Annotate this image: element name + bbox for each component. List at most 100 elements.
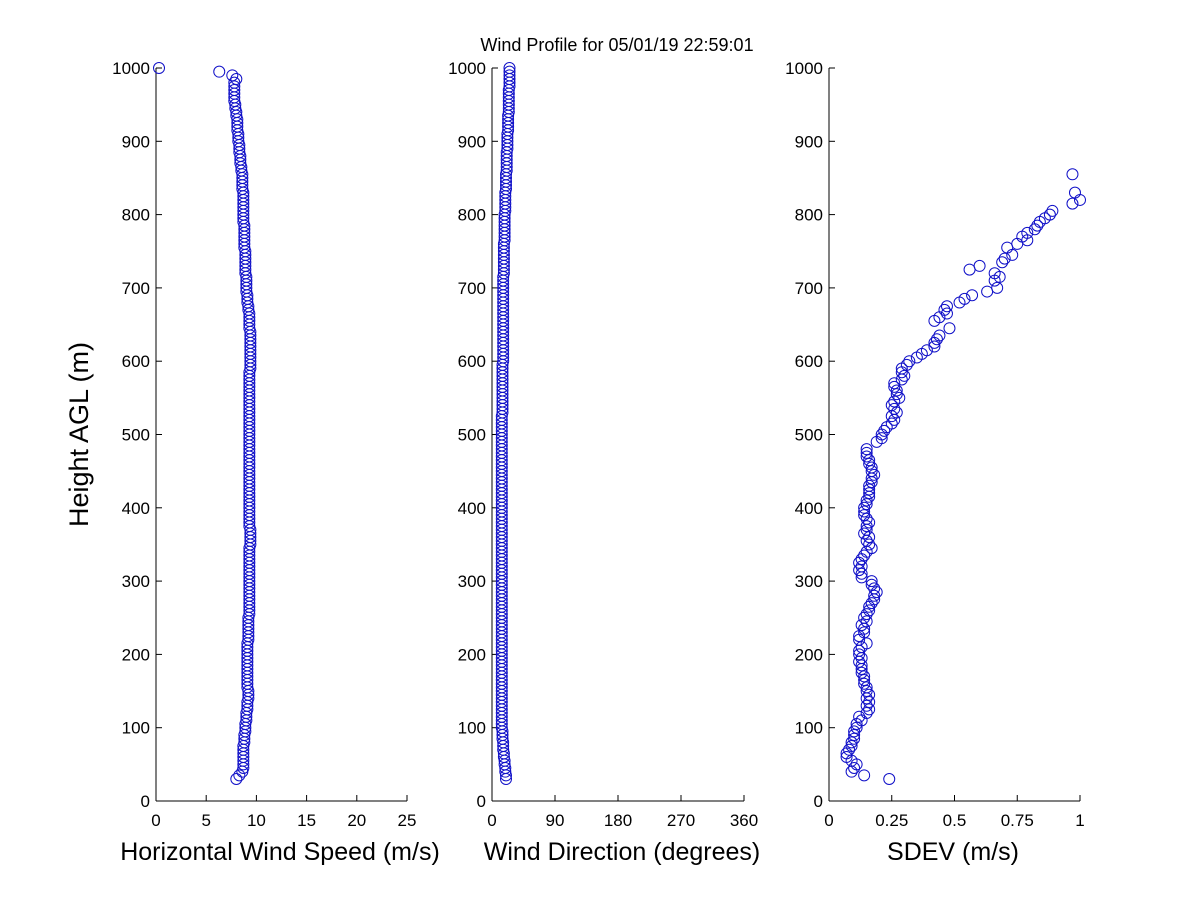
data-point-sdev-140 bbox=[1001, 241, 1014, 254]
data-point-sdev-3 bbox=[848, 762, 861, 775]
data-point-direction-194 bbox=[503, 62, 516, 74]
x-tick-label-sdev-3: 0.75 bbox=[1001, 811, 1034, 830]
y-tick-label-direction-7: 700 bbox=[458, 279, 486, 298]
data-point-sdev-2 bbox=[845, 765, 858, 778]
data-point-sdev-10 bbox=[845, 736, 858, 749]
data-point-sdev-40 bbox=[858, 626, 871, 639]
data-point-sdev-44 bbox=[858, 611, 871, 624]
data-point-sdev-73 bbox=[858, 505, 871, 518]
x-tick-label-speed-2: 10 bbox=[247, 811, 266, 830]
data-point-sdev-19 bbox=[863, 703, 876, 716]
data-point-sdev-74 bbox=[858, 501, 871, 514]
data-point-sdev-92 bbox=[875, 432, 888, 445]
y-tick-label-sdev-0: 0 bbox=[814, 792, 823, 811]
data-point-direction-193 bbox=[503, 65, 516, 78]
data-point-sdev-100 bbox=[888, 402, 901, 415]
data-point-sdev-25 bbox=[860, 681, 873, 694]
x-axis-label-direction: Wind Direction (degrees) bbox=[484, 838, 761, 866]
data-point-sdev-13 bbox=[848, 725, 861, 738]
data-point-sdev-94 bbox=[878, 424, 891, 437]
data-point-speed-193 bbox=[213, 65, 226, 78]
x-axis-label-sdev: SDEV (m/s) bbox=[887, 838, 1019, 866]
y-tick-label-speed-3: 300 bbox=[122, 572, 150, 591]
data-point-sdev-135 bbox=[963, 263, 976, 276]
data-point-sdev-48 bbox=[865, 597, 878, 610]
data-point-sdev-23 bbox=[863, 688, 876, 701]
data-point-sdev-154 bbox=[1066, 168, 1079, 181]
data-point-sdev-53 bbox=[865, 578, 878, 591]
y-tick-label-speed-5: 500 bbox=[122, 426, 150, 445]
data-point-sdev-72 bbox=[858, 509, 871, 522]
data-point-sdev-69 bbox=[860, 520, 873, 533]
data-point-sdev-12 bbox=[848, 729, 861, 742]
y-tick-label-speed-8: 800 bbox=[122, 206, 150, 225]
data-point-sdev-97 bbox=[888, 413, 901, 426]
data-point-sdev-70 bbox=[863, 516, 876, 529]
data-point-sdev-80 bbox=[863, 479, 876, 492]
y-tick-label-direction-5: 500 bbox=[458, 426, 486, 445]
data-point-sdev-79 bbox=[863, 483, 876, 496]
y-tick-label-sdev-2: 200 bbox=[795, 645, 823, 664]
y-tick-label-sdev-1: 100 bbox=[795, 719, 823, 738]
data-point-speed-0 bbox=[230, 773, 243, 786]
data-point-sdev-18 bbox=[860, 707, 873, 720]
data-point-sdev-9 bbox=[845, 740, 858, 753]
data-point-sdev-89 bbox=[860, 446, 873, 459]
y-tick-label-direction-0: 0 bbox=[477, 792, 486, 811]
data-point-direction-192 bbox=[503, 69, 516, 82]
data-point-sdev-8 bbox=[843, 743, 856, 756]
points-sdev bbox=[840, 168, 1086, 786]
y-tick-label-direction-10: 1000 bbox=[448, 59, 486, 78]
y-tick-label-direction-3: 300 bbox=[458, 572, 486, 591]
data-point-sdev-1 bbox=[858, 769, 871, 782]
data-point-sdev-65 bbox=[860, 534, 873, 547]
data-point-sdev-146 bbox=[1031, 219, 1044, 232]
data-point-sdev-71 bbox=[860, 512, 873, 525]
data-point-sdev-138 bbox=[998, 252, 1011, 265]
data-point-sdev-125 bbox=[938, 303, 951, 316]
data-point-sdev-149 bbox=[1043, 208, 1056, 221]
y-tick-label-speed-6: 600 bbox=[122, 352, 150, 371]
y-tick-label-speed-10: 1000 bbox=[112, 59, 150, 78]
data-point-sdev-129 bbox=[966, 289, 979, 302]
data-point-sdev-141 bbox=[1011, 237, 1024, 250]
x-tick-label-sdev-4: 1 bbox=[1075, 811, 1084, 830]
data-point-sdev-124 bbox=[940, 307, 953, 320]
data-point-sdev-153 bbox=[1068, 186, 1081, 199]
data-point-sdev-116 bbox=[920, 344, 933, 357]
data-point-sdev-85 bbox=[865, 461, 878, 474]
data-point-sdev-76 bbox=[860, 494, 873, 507]
data-point-sdev-90 bbox=[860, 443, 873, 456]
y-tick-label-speed-4: 400 bbox=[122, 499, 150, 518]
x-tick-label-sdev-1: 0.25 bbox=[875, 811, 908, 830]
data-point-sdev-59 bbox=[853, 556, 866, 569]
panel-speed: 0 100 200 300 400 500 600 700 800 900 1000 0 5 10 15 20… bbox=[64, 59, 440, 866]
data-point-sdev-88 bbox=[860, 450, 873, 463]
data-point-sdev-27 bbox=[858, 674, 871, 687]
points-direction bbox=[495, 62, 516, 786]
data-point-sdev-6 bbox=[840, 751, 853, 764]
data-point-sdev-21 bbox=[863, 696, 876, 709]
data-point-sdev-78 bbox=[863, 487, 876, 500]
y-tick-label-speed-0: 0 bbox=[141, 792, 150, 811]
data-point-sdev-134 bbox=[988, 267, 1001, 280]
panel-direction: 0 100 200 300 400 500 600 700 800 900 1000 0 90 180 27… bbox=[448, 59, 760, 866]
data-point-sdev-26 bbox=[858, 677, 871, 690]
x-tick-label-speed-3: 15 bbox=[297, 811, 316, 830]
data-point-sdev-101 bbox=[885, 399, 898, 412]
data-point-sdev-113 bbox=[903, 355, 916, 368]
data-point-speed-192 bbox=[226, 69, 239, 82]
y-tick-label-speed-1: 100 bbox=[122, 719, 150, 738]
data-point-sdev-46 bbox=[863, 604, 876, 617]
data-point-sdev-43 bbox=[860, 615, 873, 628]
data-point-sdev-136 bbox=[973, 259, 986, 272]
x-tick-label-sdev-0: 0 bbox=[824, 811, 833, 830]
data-point-sdev-107 bbox=[888, 377, 901, 390]
y-tick-label-sdev-7: 700 bbox=[795, 279, 823, 298]
data-point-sdev-109 bbox=[898, 369, 911, 382]
y-tick-label-speed-2: 200 bbox=[122, 645, 150, 664]
data-point-sdev-31 bbox=[855, 659, 868, 672]
data-point-sdev-11 bbox=[848, 732, 861, 745]
data-point-sdev-75 bbox=[860, 498, 873, 511]
